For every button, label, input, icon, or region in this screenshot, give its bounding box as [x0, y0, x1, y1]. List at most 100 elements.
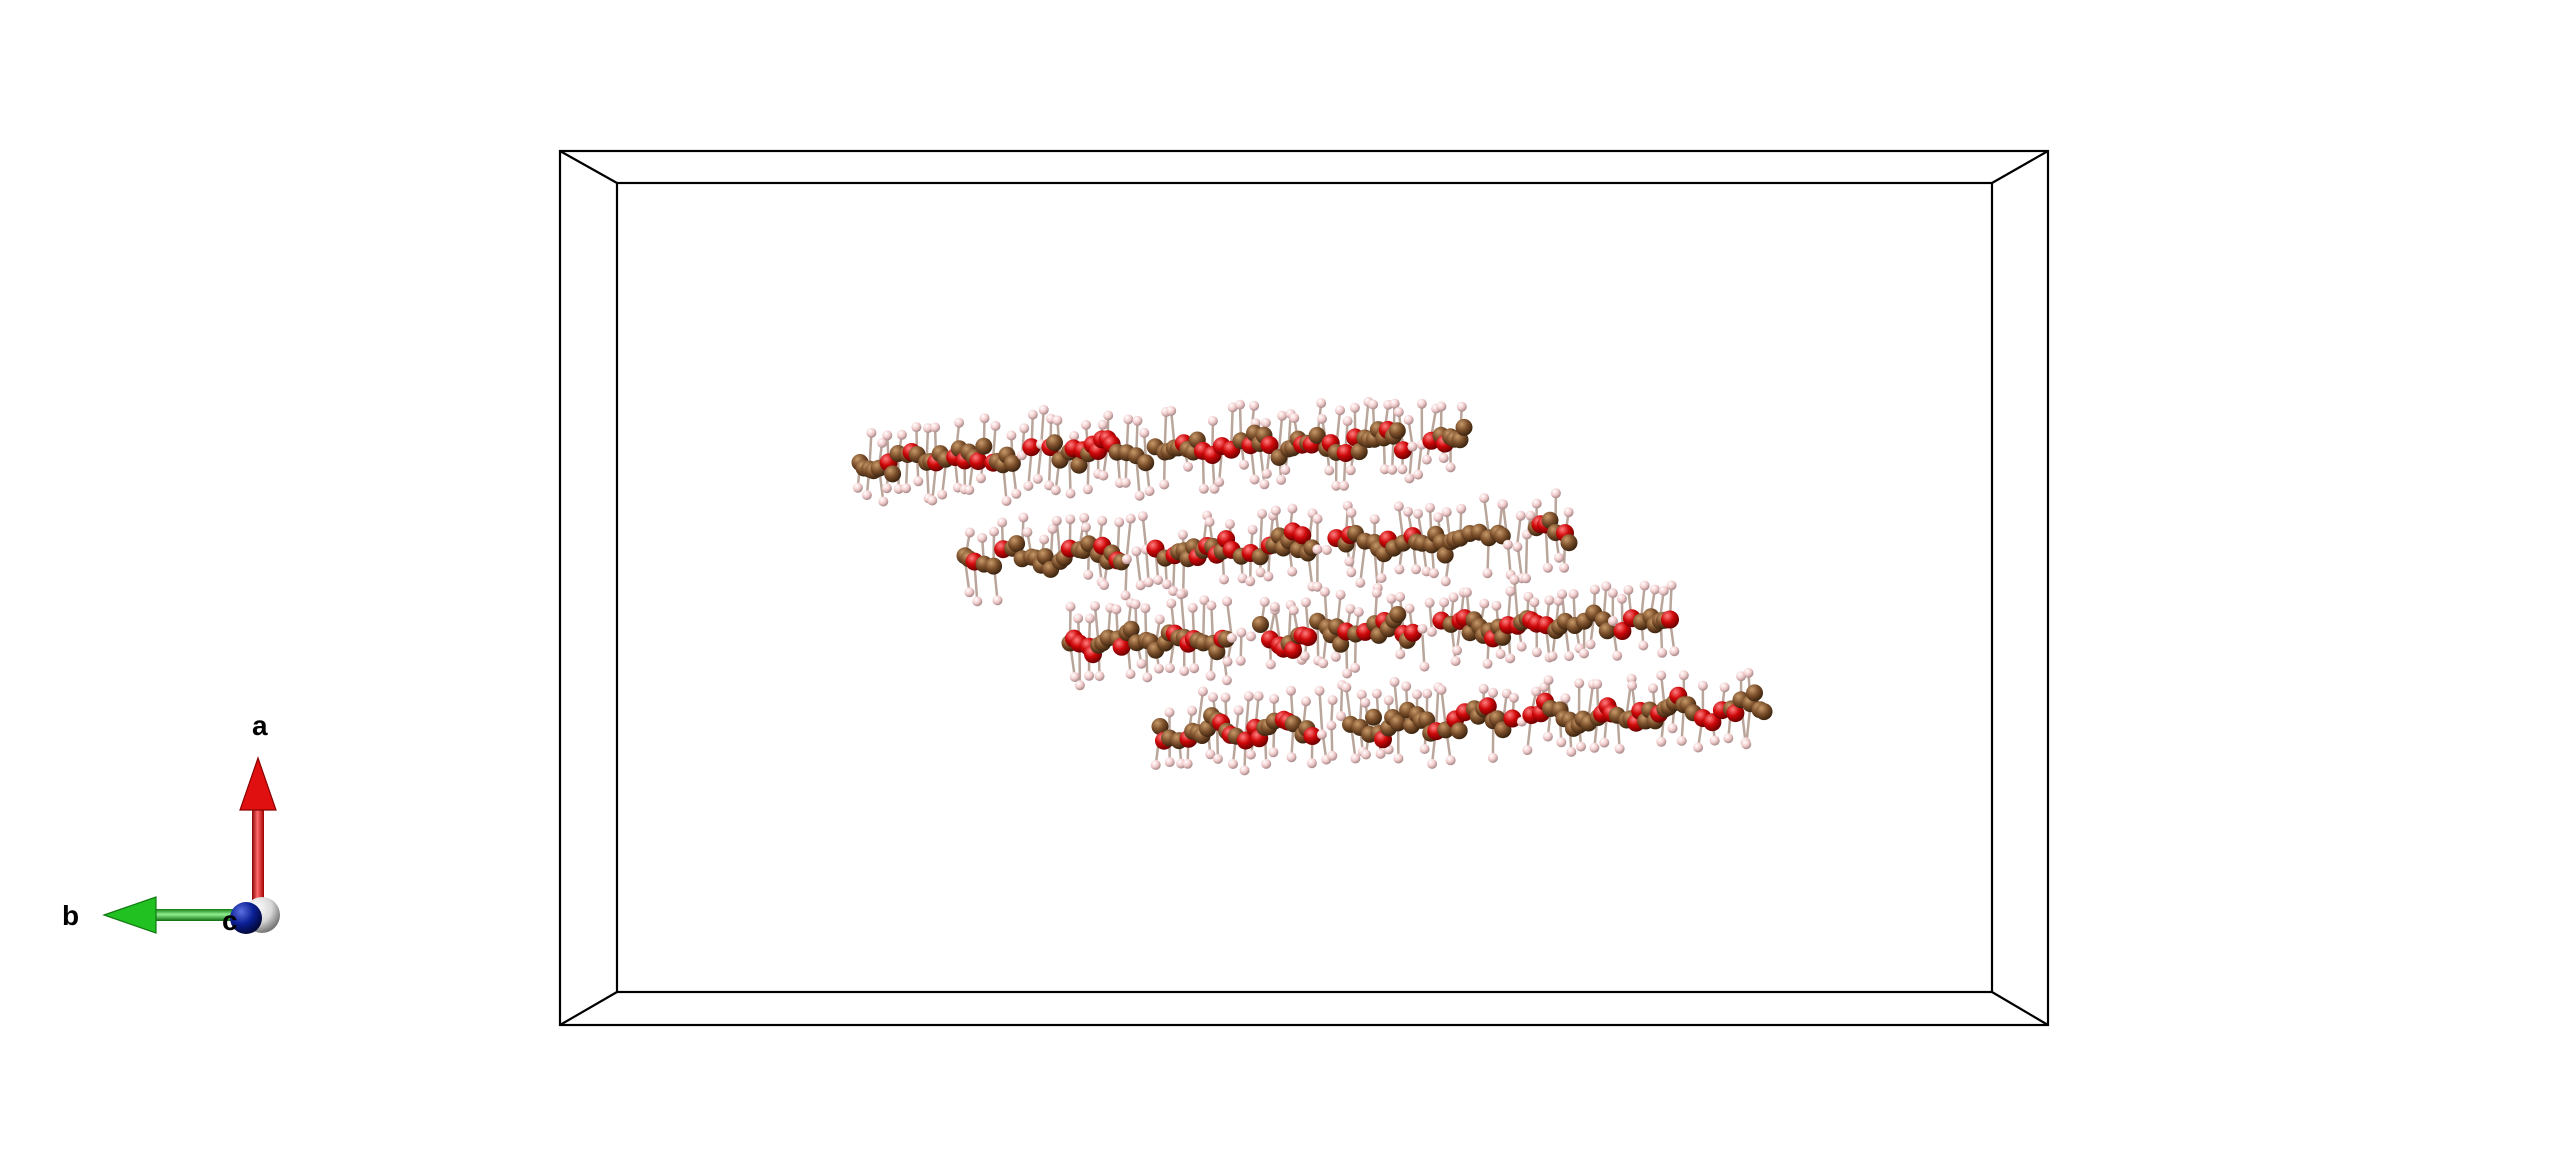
- hydrogen-atom: [1525, 510, 1536, 521]
- hydrogen-atom: [1166, 598, 1177, 609]
- hydrogen-atom: [1239, 765, 1250, 776]
- hydrogen-atom: [1039, 534, 1050, 545]
- bond: [1318, 690, 1324, 728]
- bond: [1230, 407, 1234, 445]
- hydrogen-atom: [1047, 524, 1058, 534]
- hydrogen-atom: [1395, 649, 1406, 660]
- hydrogen-atom: [1065, 488, 1076, 499]
- bond: [1202, 600, 1206, 638]
- hydrogen-atom: [1131, 546, 1142, 557]
- hydrogen-atom: [1299, 651, 1310, 662]
- hydrogen-atom: [1656, 670, 1667, 681]
- hydrogen-atom: [1084, 613, 1095, 624]
- hydrogen-atom: [1287, 503, 1298, 514]
- hydrogen-atom: [1239, 459, 1249, 470]
- hydrogen-atom: [1393, 753, 1404, 764]
- hydrogen-atom: [989, 526, 999, 537]
- hydrogen-atom: [1505, 653, 1516, 664]
- hydrogen-atom: [882, 430, 893, 441]
- hydrogen-atom: [1445, 755, 1456, 766]
- hydrogen-atom: [1198, 483, 1209, 494]
- hydrogen-atom: [1052, 415, 1063, 426]
- carbon-atom: [1308, 426, 1326, 444]
- hydrogen-atom: [1153, 663, 1164, 674]
- hydrogen-atom: [1265, 659, 1276, 670]
- hydrogen-atom: [1425, 502, 1435, 513]
- hydrogen-atom: [1393, 501, 1404, 512]
- hydrogen-atom: [1438, 453, 1449, 464]
- oxygen-atom: [1284, 640, 1302, 659]
- hydrogen-atom: [1065, 514, 1076, 525]
- oxygen-atom: [969, 452, 988, 471]
- hydrogen-atom: [913, 476, 924, 487]
- carbon-atom: [1436, 546, 1454, 564]
- hydrogen-atom: [1403, 506, 1413, 517]
- hydrogen-atom: [1389, 398, 1400, 409]
- hydrogen-atom: [1563, 507, 1574, 518]
- carbon-atom: [1122, 620, 1140, 638]
- hydrogen-atom: [1324, 465, 1335, 476]
- hydrogen-atom: [1144, 486, 1155, 497]
- bond: [992, 425, 997, 457]
- hydrogen-atom: [1082, 484, 1093, 495]
- hydrogen-atom: [1547, 651, 1558, 662]
- hydrogen-atom: [1316, 398, 1327, 409]
- hydrogen-atom: [1341, 682, 1352, 693]
- bond: [1587, 684, 1595, 718]
- bond: [1345, 687, 1352, 721]
- axis-a-shaft: [252, 805, 264, 917]
- hydrogen-atom: [1164, 663, 1175, 674]
- hydrogen-atom: [1182, 758, 1193, 769]
- hydrogen-atom: [1678, 670, 1689, 681]
- bond: [1513, 579, 1519, 620]
- hydrogen-atom: [1143, 577, 1154, 588]
- hydrogen-atom: [1142, 672, 1153, 683]
- carbon-atom: [1036, 548, 1054, 566]
- carbon-atom: [1455, 418, 1473, 436]
- hydrogen-atom: [1134, 490, 1145, 501]
- hydrogen-atom: [1150, 760, 1161, 770]
- hydrogen-atom: [1319, 586, 1330, 597]
- hydrogen-atom: [1221, 675, 1232, 686]
- hydrogen-atom: [927, 495, 938, 506]
- hydrogen-atom: [1301, 696, 1311, 707]
- hydrogen-atom: [1097, 419, 1108, 430]
- hydrogen-atom: [1120, 477, 1131, 488]
- hydrogen-atom: [1397, 464, 1408, 475]
- oxygen-atom: [1112, 637, 1131, 656]
- hydrogen-atom: [1657, 647, 1668, 658]
- hydrogen-atom: [1353, 607, 1364, 617]
- hydrogen-atom: [1515, 510, 1526, 521]
- bond: [1359, 544, 1367, 583]
- hydrogen-atom: [1312, 513, 1323, 524]
- bond: [1544, 530, 1550, 568]
- hydrogen-atom: [1531, 498, 1542, 509]
- oxygen-atom: [1299, 628, 1318, 647]
- hydrogen-atom: [1375, 748, 1386, 759]
- hydrogen-atom: [1512, 541, 1523, 552]
- hydrogen-atom: [1136, 658, 1147, 669]
- hydrogen-atom: [1235, 655, 1246, 666]
- hydrogen-atom: [1280, 465, 1291, 475]
- hydrogen-atom: [1542, 731, 1553, 742]
- hydrogen-atom: [1649, 584, 1660, 595]
- hydrogen-atom: [1206, 600, 1217, 611]
- hydrogen-atom: [1574, 678, 1585, 689]
- hydrogen-atom: [1407, 441, 1418, 452]
- hydrogen-atom: [1260, 417, 1271, 428]
- hydrogen-atom: [1421, 454, 1432, 465]
- hydrogen-atom: [1249, 474, 1260, 485]
- hydrogen-atom: [1416, 398, 1427, 409]
- hydrogen-atom: [1123, 414, 1134, 425]
- hydrogen-atom: [1592, 679, 1603, 690]
- hydrogen-atom: [1723, 733, 1734, 744]
- oxygen-atom: [1503, 709, 1522, 728]
- hydrogen-atom: [1413, 508, 1423, 519]
- hydrogen-atom: [964, 485, 975, 495]
- hydrogen-atom: [1189, 663, 1200, 674]
- carbon-atom: [1450, 722, 1468, 740]
- oxygen-atom: [1336, 444, 1355, 462]
- hydrogen-atom: [1222, 656, 1233, 667]
- hydrogen-atom: [1245, 749, 1256, 760]
